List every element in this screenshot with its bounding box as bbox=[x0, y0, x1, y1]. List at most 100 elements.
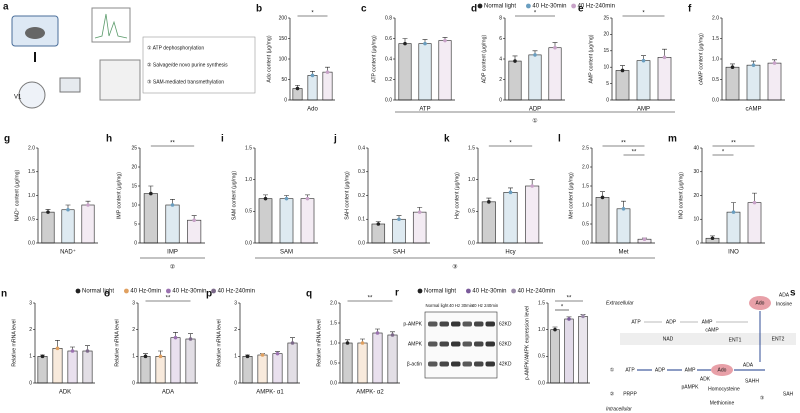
y-axis-label: Relative mRNA level bbox=[316, 319, 322, 366]
mean-dot bbox=[553, 327, 557, 332]
y-tick-label: 10 bbox=[131, 202, 137, 208]
y-tick-label: 0.0 bbox=[468, 240, 475, 246]
y-tick-label: 2.0 bbox=[582, 164, 589, 170]
bar bbox=[481, 201, 496, 244]
y-tick-label: 20 bbox=[693, 193, 699, 199]
diagram-label: ADA bbox=[779, 292, 790, 298]
bar bbox=[615, 70, 630, 101]
bar bbox=[81, 204, 95, 244]
y-tick-label: 200 bbox=[279, 15, 288, 21]
x-axis-label: ADP bbox=[529, 107, 541, 113]
y-tick-label: 0.5 bbox=[330, 360, 337, 366]
panel-letter: j bbox=[333, 134, 337, 145]
mean-dot bbox=[600, 195, 605, 200]
section-label: ② bbox=[170, 264, 175, 271]
mean-dot bbox=[642, 237, 647, 241]
significance-label: * bbox=[534, 11, 537, 17]
bar bbox=[564, 318, 574, 384]
bar bbox=[746, 64, 761, 101]
mean-dot bbox=[530, 184, 534, 188]
mean-dot bbox=[188, 337, 193, 341]
y-tick-label: 0 bbox=[132, 380, 135, 386]
y-tick-label: 2 bbox=[499, 77, 502, 83]
diagram-label: PRPP bbox=[623, 391, 637, 397]
bar bbox=[67, 350, 78, 384]
bar bbox=[438, 40, 452, 101]
y-tick-label: 1 bbox=[29, 354, 32, 360]
x-axis-label: INO bbox=[728, 250, 739, 256]
y-tick-label: 0.5 bbox=[468, 209, 475, 215]
bar bbox=[657, 57, 672, 101]
diagram-label: ADK bbox=[700, 376, 711, 382]
bar bbox=[398, 43, 412, 101]
diagram-label: Ado bbox=[756, 300, 765, 306]
x-axis-label: ADA bbox=[162, 390, 174, 396]
y-tick-label: 0.8 bbox=[385, 15, 392, 21]
y-tick-label: 1.0 bbox=[245, 177, 252, 183]
panel-letter: e bbox=[578, 4, 584, 15]
mean-dot bbox=[310, 73, 315, 78]
section-label: ③ bbox=[452, 264, 457, 271]
diagram-label: ENT1 bbox=[729, 337, 742, 343]
y-tick-label: 2 bbox=[29, 327, 32, 333]
legend-swatch bbox=[211, 288, 217, 294]
legend-label: 40 Hz-240min bbox=[518, 289, 555, 295]
diagram-label: ATP bbox=[625, 367, 635, 373]
mean-dot bbox=[325, 70, 330, 74]
y-axis-label: cAMP content (μg/mg) bbox=[698, 33, 704, 85]
y-tick-label: 1.5 bbox=[245, 145, 252, 151]
legend-label: 40 Hz-30min bbox=[532, 4, 566, 10]
significance-label: * bbox=[509, 141, 512, 147]
panel-letter: o bbox=[104, 289, 110, 300]
y-tick-label: 0.4 bbox=[358, 145, 365, 151]
blot-row-label: β-actin bbox=[407, 361, 422, 367]
panel-letter: m bbox=[668, 134, 677, 145]
y-axis-label: SAH content (μg/mg) bbox=[344, 171, 350, 220]
y-tick-label: 0 bbox=[29, 380, 32, 386]
bar bbox=[548, 47, 562, 101]
mean-dot bbox=[443, 38, 447, 43]
bar bbox=[578, 316, 588, 384]
blot-band bbox=[439, 341, 449, 347]
y-tick-label: 0.5 bbox=[245, 209, 252, 215]
legend-swatch bbox=[571, 3, 576, 9]
ado-ellipse bbox=[749, 296, 771, 310]
mean-dot bbox=[581, 314, 585, 319]
x-axis-label: Met bbox=[618, 250, 628, 256]
mean-dot bbox=[620, 68, 625, 73]
mean-dot bbox=[375, 331, 380, 335]
y-axis-label: AMP content (μg/mg) bbox=[588, 34, 594, 83]
y-tick-label: 2.5 bbox=[582, 145, 589, 151]
mean-dot bbox=[513, 59, 517, 63]
mean-dot bbox=[376, 222, 381, 226]
bar bbox=[140, 356, 151, 384]
y-tick-label: 1.0 bbox=[330, 340, 337, 346]
diagram-label: ENT2 bbox=[772, 336, 785, 342]
y-axis-label: ADP content (μg/mg) bbox=[481, 35, 487, 84]
x-axis-label: Hcy bbox=[505, 250, 515, 256]
x-axis-label: IMP bbox=[167, 250, 178, 256]
monitor bbox=[59, 77, 81, 93]
diagram-label: Inosine bbox=[776, 301, 792, 307]
mean-dot bbox=[730, 65, 735, 69]
mean-dot bbox=[533, 53, 537, 57]
y-tick-label: 1.5 bbox=[582, 183, 589, 189]
bar bbox=[528, 54, 542, 101]
diagram-label: Intracellular bbox=[606, 406, 632, 412]
blot-band bbox=[485, 341, 495, 347]
y-axis-label: NAD⁺ content (μg/mg) bbox=[14, 169, 20, 221]
y-tick-label: 5 bbox=[606, 81, 609, 87]
significance-label: * bbox=[722, 150, 725, 156]
panel-letter: a bbox=[3, 2, 9, 13]
legend-label: 40 Hz-240min bbox=[218, 289, 255, 295]
mean-dot bbox=[567, 317, 571, 321]
bar bbox=[616, 208, 631, 244]
ado-ellipse bbox=[711, 364, 733, 376]
section-label: ① bbox=[532, 118, 537, 125]
bar bbox=[371, 223, 386, 244]
y-tick-label: 0.0 bbox=[245, 240, 252, 246]
x-axis-label: Ado bbox=[307, 107, 318, 113]
bar bbox=[747, 202, 762, 244]
bar bbox=[165, 204, 180, 244]
